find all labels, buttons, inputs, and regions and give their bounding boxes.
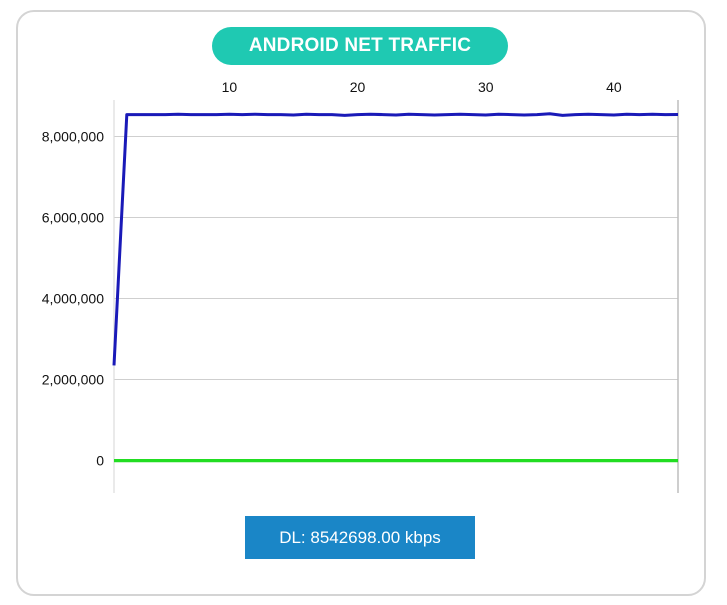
axes	[113, 100, 679, 493]
y-tick-label-3: 6,000,000	[42, 209, 104, 225]
series-lines	[112, 112, 679, 463]
download-rate-status: DL: 8542698.00 kbps	[245, 516, 475, 559]
x-tick-labels: 10 20 30 40	[222, 79, 622, 95]
chart-title-badge: ANDROID NET TRAFFIC	[212, 27, 508, 65]
y-tick-label-4: 8,000,000	[42, 128, 104, 144]
x-tick-label-3: 40	[606, 79, 622, 95]
x-tick-label-0: 10	[222, 79, 238, 95]
chart-card	[16, 10, 706, 596]
y-tick-label-0: 0	[96, 453, 104, 469]
y-tick-label-1: 2,000,000	[42, 372, 104, 388]
y-tick-label-2: 4,000,000	[42, 291, 104, 307]
series-line-0	[112, 112, 679, 366]
x-tick-label-2: 30	[478, 79, 494, 95]
grid-lines	[114, 135, 678, 462]
x-tick-label-1: 20	[350, 79, 366, 95]
y-tick-labels: 0 2,000,000 4,000,000 6,000,000 8,000,000	[42, 128, 105, 468]
